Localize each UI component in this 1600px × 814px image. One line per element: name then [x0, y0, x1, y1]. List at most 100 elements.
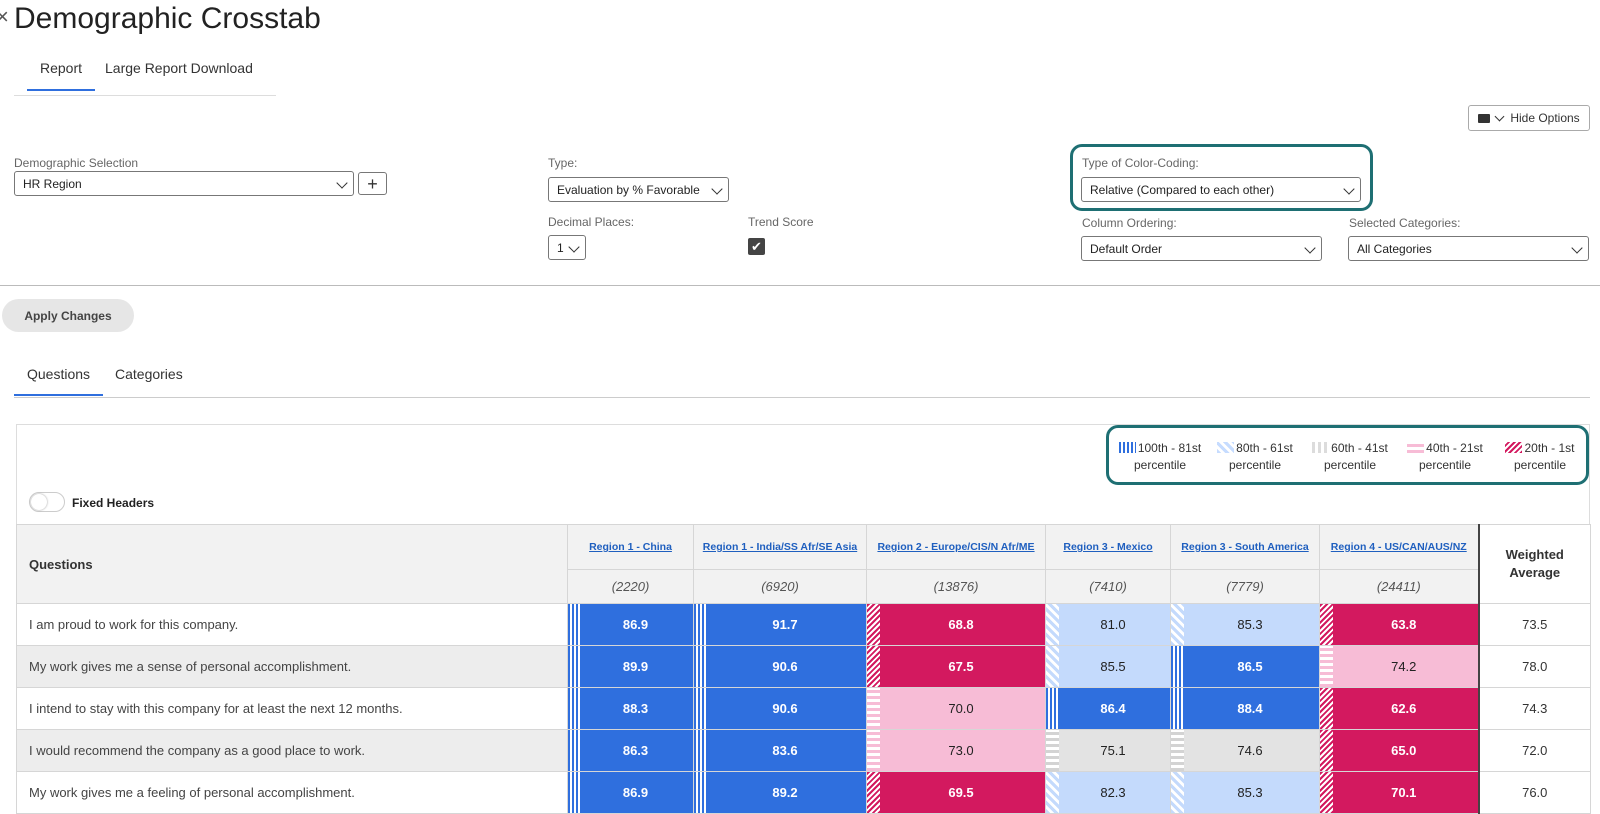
column-ordering-value: Default Order: [1090, 241, 1163, 256]
table-row: My work gives me a feeling of personal a…: [16, 771, 1591, 814]
chevron-down-icon: [711, 183, 723, 195]
questions-header: Questions: [16, 524, 568, 604]
chevron-down-icon: [1304, 242, 1316, 254]
table-row: My work gives me a sense of personal acc…: [16, 645, 1591, 688]
score-cell: 86.4: [1045, 687, 1171, 730]
hide-options-label: Hide Options: [1510, 111, 1580, 125]
hide-options-button[interactable]: Hide Options: [1468, 105, 1590, 131]
score-cell: 74.2: [1319, 645, 1479, 688]
score-cell: 75.1: [1045, 729, 1171, 772]
score-cell: 89.2: [693, 771, 867, 814]
region-count: (13876): [866, 569, 1046, 604]
weighted-average-header: Weighted Average: [1477, 524, 1591, 604]
score-cell: 62.6: [1319, 687, 1479, 730]
region-count: (6920): [693, 569, 867, 604]
score-cell: 63.8: [1319, 603, 1479, 646]
score-cell: 85.3: [1170, 771, 1320, 814]
tab-report[interactable]: Report: [27, 60, 96, 91]
content-tabs: Questions Categories: [14, 356, 1590, 398]
region-link[interactable]: Region 1 - India/SS Afr/SE Asia: [702, 541, 858, 553]
decimal-places-label: Decimal Places:: [548, 215, 635, 229]
color-coding-label: Type of Color-Coding:: [1082, 156, 1199, 170]
legend-item: 40th - 21st percentile: [1400, 440, 1490, 474]
weighted-average-cell: 76.0: [1477, 771, 1591, 814]
pattern-swatch-icon: [1407, 442, 1425, 453]
color-coding-highlight: [1070, 144, 1373, 211]
score-cell: 91.7: [693, 603, 867, 646]
region-count: (7779): [1170, 569, 1320, 604]
score-cell: 90.6: [693, 645, 867, 688]
question-cell: My work gives me a feeling of personal a…: [16, 771, 568, 814]
selected-categories-label: Selected Categories:: [1349, 216, 1461, 230]
question-cell: My work gives me a sense of personal acc…: [16, 645, 568, 688]
question-cell: I am proud to work for this company.: [16, 603, 568, 646]
selected-categories-value: All Categories: [1357, 241, 1432, 256]
tab-large-report-download[interactable]: Large Report Download: [105, 60, 253, 76]
options-divider: [0, 285, 1600, 286]
color-coding-select[interactable]: Relative (Compared to each other): [1081, 177, 1361, 202]
calculator-icon: [1478, 113, 1491, 123]
score-cell: 82.3: [1045, 771, 1171, 814]
weighted-average-cell: 78.0: [1477, 645, 1591, 688]
score-cell: 88.3: [567, 687, 694, 730]
decimal-places-select[interactable]: 1: [548, 235, 586, 260]
tab-questions[interactable]: Questions: [14, 366, 104, 396]
region-header[interactable]: Region 4 - US/CAN/AUS/NZ: [1319, 524, 1479, 570]
report-tabs: Report Large Report Download: [14, 48, 276, 96]
pattern-swatch-icon: [1217, 442, 1235, 453]
add-demographic-button[interactable]: +: [358, 172, 387, 195]
color-coding-value: Relative (Compared to each other): [1090, 182, 1275, 197]
close-icon[interactable]: ×: [0, 4, 9, 29]
page-title: Demographic Crosstab: [14, 2, 321, 35]
trend-score-checkbox[interactable]: ✔: [748, 238, 765, 255]
score-cell: 86.3: [567, 729, 694, 772]
column-ordering-label: Column Ordering:: [1082, 216, 1177, 230]
region-link[interactable]: Region 1 - China: [589, 541, 672, 553]
score-cell: 83.6: [693, 729, 867, 772]
score-cell: 86.5: [1170, 645, 1320, 688]
column-ordering-select[interactable]: Default Order: [1081, 236, 1322, 261]
score-cell: 65.0: [1319, 729, 1479, 772]
demographic-select[interactable]: HR Region: [14, 171, 354, 196]
selected-categories-select[interactable]: All Categories: [1348, 236, 1589, 261]
fixed-headers-toggle[interactable]: [29, 492, 65, 512]
score-cell: 69.5: [866, 771, 1046, 814]
region-count: (2220): [567, 569, 694, 604]
table-row: I intend to stay with this company for a…: [16, 687, 1591, 730]
chevron-down-icon: [1494, 111, 1505, 121]
score-cell: 67.5: [866, 645, 1046, 688]
tab-categories[interactable]: Categories: [115, 366, 183, 382]
legend-item: 80th - 61st percentile: [1210, 440, 1300, 474]
score-cell: 73.0: [866, 729, 1046, 772]
score-cell: 85.3: [1170, 603, 1320, 646]
region-header[interactable]: Region 3 - Mexico: [1045, 524, 1171, 570]
chevron-down-icon: [1343, 183, 1355, 195]
region-link[interactable]: Region 2 - Europe/CIS/N Afr/ME: [877, 541, 1035, 553]
question-cell: I would recommend the company as a good …: [16, 729, 568, 772]
legend-highlight: [1106, 425, 1589, 485]
region-link[interactable]: Region 3 - South America: [1181, 541, 1309, 553]
trend-score-label: Trend Score: [748, 215, 814, 229]
chevron-down-icon: [336, 177, 348, 189]
legend-item: 20th - 1st percentile: [1495, 440, 1585, 474]
region-link[interactable]: Region 3 - Mexico: [1063, 541, 1153, 553]
chevron-down-icon: [568, 241, 580, 253]
region-link[interactable]: Region 4 - US/CAN/AUS/NZ: [1330, 541, 1467, 553]
question-cell: I intend to stay with this company for a…: [16, 687, 568, 730]
region-header[interactable]: Region 1 - China: [567, 524, 694, 570]
score-cell: 88.4: [1170, 687, 1320, 730]
region-header[interactable]: Region 1 - India/SS Afr/SE Asia: [693, 524, 867, 570]
type-select-value: Evaluation by % Favorable: [557, 182, 700, 197]
region-header[interactable]: Region 2 - Europe/CIS/N Afr/ME: [866, 524, 1046, 570]
crosstab-table: Questions Region 1 - China Region 1 - In…: [16, 524, 1591, 814]
fixed-headers-label: Fixed Headers: [72, 496, 155, 510]
score-cell: 68.8: [866, 603, 1046, 646]
score-cell: 70.0: [866, 687, 1046, 730]
legend-item: 60th - 41st percentile: [1305, 440, 1395, 474]
score-cell: 74.6: [1170, 729, 1320, 772]
region-header[interactable]: Region 3 - South America: [1170, 524, 1320, 570]
table-row: I would recommend the company as a good …: [16, 729, 1591, 772]
apply-changes-button[interactable]: Apply Changes: [2, 299, 134, 332]
weighted-average-cell: 72.0: [1477, 729, 1591, 772]
type-select[interactable]: Evaluation by % Favorable: [548, 177, 729, 202]
